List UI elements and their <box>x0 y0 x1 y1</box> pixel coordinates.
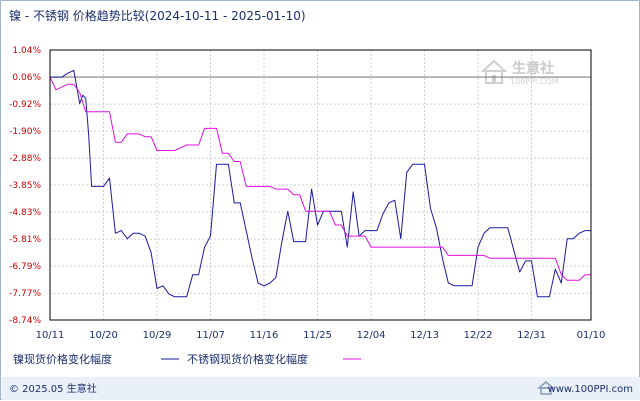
x-tick-label: 12/31 <box>517 330 546 341</box>
x-tick-label: 01/10 <box>577 330 606 341</box>
x-tick-label: 12/04 <box>357 330 386 341</box>
y-tick-label: -5.81% <box>9 235 41 245</box>
watermark-url: 100PPI.COM <box>510 77 559 86</box>
y-tick-label: -8.74% <box>9 316 41 326</box>
footer-logo-icon <box>536 381 556 395</box>
x-tick-label: 10/20 <box>89 330 118 341</box>
y-tick-label: -3.85% <box>9 181 41 191</box>
y-tick-label: -1.90% <box>9 127 41 137</box>
chart-title: 镍 - 不锈钢 价格趋势比较(2024-10-11 - 2025-01-10) <box>9 8 306 23</box>
y-tick-label: -4.83% <box>9 208 41 218</box>
y-tick-label: 0.06% <box>12 73 41 83</box>
x-tick-label: 12/13 <box>410 330 439 341</box>
legend-label-stainless: 不锈钢现货价格变化幅度 <box>187 352 308 366</box>
x-tick-label: 11/25 <box>303 330 332 341</box>
y-tick-label: -7.77% <box>9 289 41 299</box>
y-tick-labels: 1.04% 0.06% -0.92% -1.90% -2.88% -3.85% -4.83%… <box>9 46 41 326</box>
x-tick-label: 11/16 <box>250 330 279 341</box>
y-tick-label: -2.88% <box>9 154 41 164</box>
plot-area <box>50 50 591 320</box>
x-tick-label: 11/07 <box>196 330 225 341</box>
watermark-name: 生意社 <box>512 60 554 77</box>
series-lines <box>49 69 591 298</box>
series-line-stainless <box>49 76 591 281</box>
y-tick-label: 1.04% <box>12 46 41 56</box>
grid-lines <box>50 49 591 321</box>
footer-copyright: © 2025.05 生意社 <box>9 382 97 395</box>
legend-label-nickel: 镍现货价格变化幅度 <box>13 352 112 366</box>
footer-url[interactable]: www.100PPI.com <box>548 384 633 395</box>
x-tick-label: 10/29 <box>143 330 172 341</box>
series-line-nickel <box>50 69 591 298</box>
x-tick-label: 10/11 <box>36 330 65 341</box>
legend: 镍现货价格变化幅度 不锈钢现货价格变化幅度 <box>13 352 361 366</box>
y-tick-label: -0.92% <box>9 100 41 110</box>
x-tick-labels: 10/11 10/20 10/29 11/07 11/16 11/25 12/04 12/13… <box>36 330 606 341</box>
x-tick-label: 12/22 <box>464 330 493 341</box>
y-tick-label: -6.79% <box>9 262 41 272</box>
plot-border <box>49 49 592 321</box>
footer-band <box>2 377 640 400</box>
